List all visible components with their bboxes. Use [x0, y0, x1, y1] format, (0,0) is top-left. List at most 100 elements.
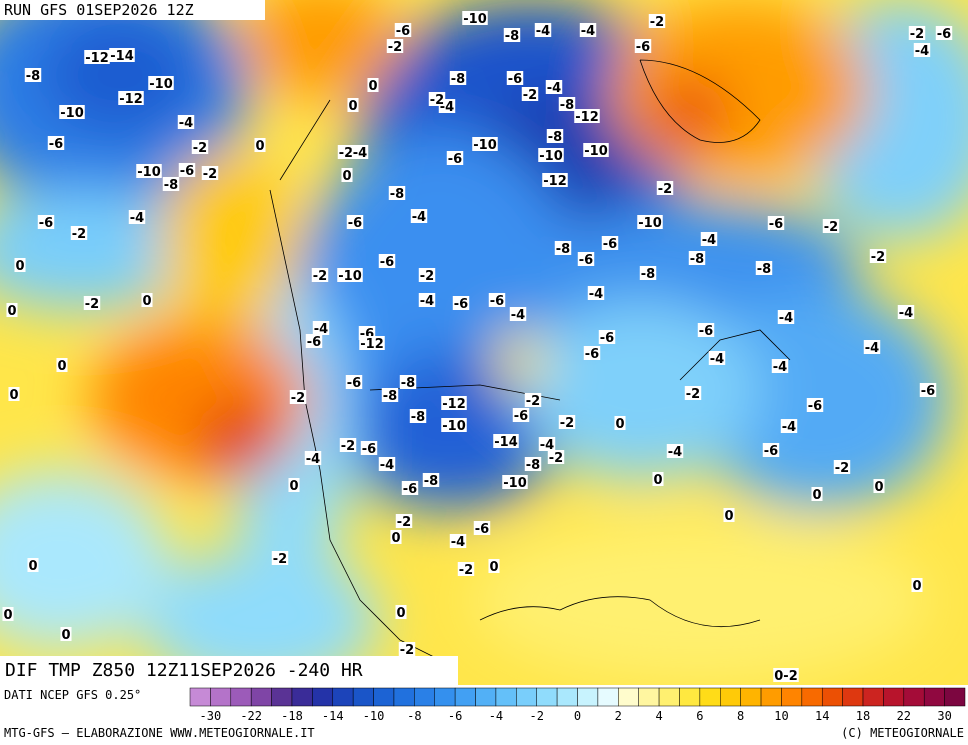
map-label: -2	[203, 167, 217, 182]
map-label: -10	[137, 165, 161, 180]
colorbar-swatch	[923, 687, 945, 707]
map-label-bg	[452, 296, 470, 310]
map-label: 0	[7, 304, 16, 319]
map-label-bg	[201, 166, 219, 180]
map-label: 0	[255, 139, 264, 154]
map-label: -6	[475, 522, 489, 537]
map-label: 0	[9, 388, 18, 403]
map-label: -6	[49, 137, 63, 152]
map-label: -8	[411, 410, 425, 425]
map-label-bg	[254, 138, 266, 152]
credit-right: (C) METEOGIORNALE	[841, 726, 964, 740]
map-label: -12	[442, 397, 466, 412]
map-label-bg	[378, 457, 396, 471]
map-label: -8	[757, 262, 771, 277]
map-label-bg	[652, 472, 664, 486]
map-label-bg	[346, 215, 364, 229]
map-label-bg	[59, 105, 85, 119]
map-label: -4	[779, 311, 793, 326]
map-label: -4	[314, 322, 328, 337]
map-title: DIF TMP Z850 12Z11SEP2026 -240 HR	[5, 660, 363, 681]
map-label: -6	[348, 216, 362, 231]
map-label: 0	[142, 294, 151, 309]
colorbar-swatch	[414, 687, 435, 707]
map-label-bg	[337, 145, 355, 159]
colorbar-swatch	[597, 687, 619, 707]
colorbar-swatch	[373, 687, 395, 707]
colorbar-swatch	[821, 687, 843, 707]
map-label-bg	[378, 254, 396, 268]
colorbar-swatch	[434, 687, 456, 707]
map-label: -6	[921, 384, 935, 399]
map-label: -2	[72, 227, 86, 242]
map-label-bg	[773, 668, 799, 682]
map-label: -4	[547, 81, 561, 96]
map-label-bg	[911, 578, 923, 592]
map-label-bg	[538, 148, 564, 162]
map-label-bg	[897, 305, 915, 319]
map-label: 0	[368, 79, 377, 94]
map-label: -10	[473, 138, 497, 153]
map-label-bg	[684, 386, 702, 400]
colorbar-swatch	[618, 687, 639, 707]
map-label-bg	[345, 375, 363, 389]
map-label-bg	[554, 241, 572, 255]
map-label: -6	[454, 297, 468, 312]
colorbar-swatch	[536, 687, 558, 707]
map-label: -6	[39, 216, 53, 231]
map-label-bg	[755, 261, 773, 275]
colorbar-label: -14	[322, 709, 344, 723]
map-label: -6	[508, 72, 522, 87]
map-label-bg	[418, 293, 436, 307]
map-label-bg	[558, 97, 576, 111]
map-label: 0	[912, 579, 921, 594]
credit-left: MTG-GFS — ELABORAZIONE WWW.METEOGIORNALE…	[4, 726, 315, 740]
map-label: -10	[149, 77, 173, 92]
colorbar-swatch	[638, 687, 660, 707]
map-label: 0	[342, 169, 351, 184]
colorbar-swatch	[699, 687, 721, 707]
colorbar-swatch	[556, 687, 578, 707]
map-label-bg	[666, 444, 684, 458]
map-label-bg	[367, 78, 379, 92]
map-label-bg	[118, 91, 144, 105]
map-label: -2	[85, 297, 99, 312]
colorbar-swatch	[862, 687, 884, 707]
colorbar-swatch	[740, 687, 762, 707]
map-label: -2	[291, 391, 305, 406]
map-label-bg	[601, 236, 619, 250]
map-label-bg	[177, 115, 195, 129]
map-label-bg	[395, 605, 407, 619]
map-label-bg	[341, 168, 353, 182]
colorbar: -30 -22 -18 -14 -10 -8 -6 -4 -2 0 2 4 6 8 10 14 18 22 30	[189, 687, 966, 723]
map-label: 0-2	[774, 669, 798, 684]
header-title: RUN GFS 01SEP2026 12Z	[4, 1, 194, 19]
anomaly-field	[0, 0, 968, 685]
map-label-bg	[83, 296, 101, 310]
colorbar-label: -2	[529, 709, 543, 723]
map-label: -2	[526, 394, 540, 409]
map-label-bg	[462, 11, 488, 25]
colorbar-label: 14	[815, 709, 829, 723]
map-label-bg	[771, 359, 789, 373]
map-label-bg	[869, 249, 887, 263]
colorbar-swatch	[189, 687, 211, 707]
map-label: -12	[85, 51, 109, 66]
map-label-bg	[2, 607, 14, 621]
colorbar-swatch	[495, 687, 517, 707]
map-label-bg	[777, 310, 795, 324]
map-label: -2	[193, 141, 207, 156]
map-label: -8	[390, 187, 404, 202]
map-label: 0	[28, 559, 37, 574]
map-label-bg	[873, 479, 885, 493]
map-label: 0	[489, 560, 498, 575]
map-label: -4	[540, 438, 554, 453]
map-label: -6	[448, 152, 462, 167]
map-label-bg	[422, 473, 440, 487]
map-label: -12	[119, 92, 143, 107]
map-label: -4	[773, 360, 787, 375]
map-label-bg	[700, 232, 718, 246]
map-label-bg	[449, 71, 467, 85]
map-label: -4	[702, 233, 716, 248]
map-label-bg	[337, 268, 363, 282]
